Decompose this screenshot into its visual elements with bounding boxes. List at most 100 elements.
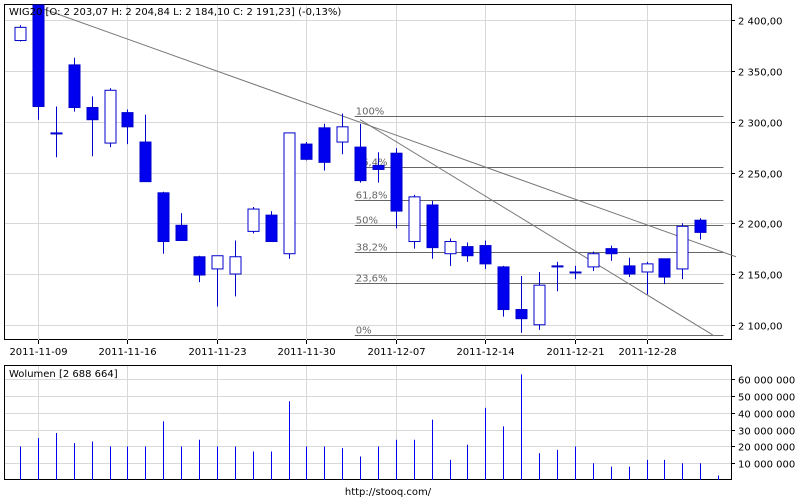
candle [121, 109, 134, 145]
candle-body-down [50, 132, 63, 135]
candle [50, 106, 63, 158]
candle-body-up [283, 132, 296, 255]
candle-body-down [426, 204, 439, 249]
candle [676, 223, 689, 280]
candle-body-up [408, 196, 421, 243]
candle-body-down [623, 265, 636, 275]
price-panel-frame [4, 4, 732, 340]
candle-body-up [444, 241, 457, 255]
candle-body-up [587, 253, 600, 268]
price-x-tick-label: 2011-12-21 [546, 347, 604, 358]
candle-body-down [390, 152, 403, 212]
trendline [37, 6, 737, 258]
candle [515, 276, 528, 333]
candle-body-up [533, 284, 546, 326]
volume-y-tick-label: 30 000 000 [738, 427, 795, 438]
price-x-axis: 2011-11-09 2011-11-16 2011-11-23 2011-11-30… [9, 340, 677, 358]
candle-body-down [68, 64, 81, 109]
candle [354, 123, 367, 183]
candle [372, 152, 385, 183]
price-y-tick-label: 2 150,00 [738, 271, 783, 282]
volume-y-tick-label: 10 000 000 [738, 460, 795, 471]
price-y-tick-label: 2 350,00 [738, 68, 783, 79]
candle-body-down [694, 219, 707, 233]
candle-body-up [247, 208, 260, 232]
candle [390, 148, 403, 229]
candle [247, 207, 260, 234]
candle [318, 123, 331, 171]
candle-body-down [461, 246, 474, 257]
candle-body-up [211, 255, 224, 270]
candle-body-down [193, 256, 206, 276]
trendline [359, 119, 713, 336]
trendlines [37, 6, 737, 336]
source-url: http://stooq.com/ [345, 487, 432, 498]
candle-body-up [641, 263, 654, 273]
candle-body-down [551, 265, 564, 268]
candle [14, 25, 27, 42]
candle [569, 265, 582, 280]
candle [175, 213, 188, 242]
candle [86, 96, 99, 157]
candle [641, 261, 654, 295]
candle-body-down [479, 245, 492, 265]
candle [229, 240, 242, 297]
candle [193, 255, 206, 283]
candle-body-down [318, 127, 331, 163]
candlestick-series [14, 4, 707, 333]
price-y-tick-label: 2 250,00 [738, 170, 783, 181]
candle-body-up [14, 26, 27, 42]
candle-body-down [32, 4, 45, 108]
candle [497, 265, 510, 317]
candle [694, 218, 707, 240]
candle [444, 238, 457, 266]
candle [104, 88, 117, 148]
candle-body-down [515, 309, 528, 320]
price-y-axis: 2 100,00 2 150,00 2 200,00 2 250,00 2 300,00… [731, 17, 783, 333]
volume-y-tick-label: 20 000 000 [738, 443, 795, 454]
price-x-tick-label: 2011-11-30 [277, 347, 335, 358]
candle-body-down [300, 143, 313, 160]
candle [157, 191, 170, 254]
fibonacci-level-label: 61,8% [356, 191, 388, 202]
candle-body-down [86, 107, 99, 121]
price-chart-title: WIG20 [O: 2 203,07 H: 2 204,84 L: 2 184,… [9, 7, 341, 18]
candle-body-down [497, 266, 510, 311]
price-x-tick-label: 2011-12-07 [367, 347, 425, 358]
volume-bar-series [20, 374, 719, 480]
price-y-tick-label: 2 100,00 [738, 322, 783, 333]
price-x-tick-label: 2011-11-16 [98, 347, 156, 358]
candle [658, 258, 671, 285]
volume-y-tick-label: 50 000 000 [738, 393, 795, 404]
fibonacci-level-label: 0% [356, 326, 372, 337]
candle [283, 132, 296, 259]
volume-y-tick-label: 60 000 000 [738, 376, 795, 387]
price-panel: 2 100,00 2 150,00 2 200,00 2 250,00 2 300,00… [4, 4, 783, 358]
fibonacci-level-label: 100% [356, 107, 385, 118]
candle-body-up [229, 256, 242, 275]
volume-chart-title: Wolumen [2 688 664] [9, 369, 118, 380]
candle [587, 251, 600, 271]
price-x-tick-label: 2011-12-14 [456, 347, 514, 358]
candle-body-down [658, 258, 671, 278]
candle-body-down [605, 248, 618, 255]
candle [533, 271, 546, 330]
volume-panel: 10 000 000 20 000 000 30 000 000 40 000 000… [4, 365, 795, 480]
candle-body-down [372, 164, 385, 170]
fibonacci-level-label: 50% [356, 216, 378, 227]
candle [623, 257, 636, 278]
fibonacci-retracement: 100% 76,4% 61,8% 50% 38,2% 23,6% 0% [354, 107, 724, 337]
candle-body-up [676, 225, 689, 270]
fibonacci-level-label: 76,4% [356, 158, 388, 169]
candle-body-down [354, 146, 367, 182]
candle-body-up [336, 126, 349, 143]
volume-y-axis: 10 000 000 20 000 000 30 000 000 40 000 000… [731, 376, 795, 471]
candle-body-down [265, 214, 278, 243]
candle [32, 4, 45, 120]
candle [605, 245, 618, 261]
candle [68, 57, 81, 112]
candle [551, 261, 564, 292]
price-x-tick-label: 2011-12-28 [618, 347, 676, 358]
